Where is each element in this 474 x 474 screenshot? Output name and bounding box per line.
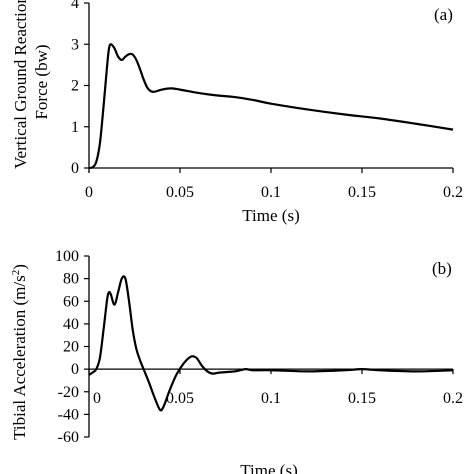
- panel-a-x-tick-label: 0: [85, 184, 93, 201]
- panel-b-y-tick-label: -20: [58, 384, 79, 401]
- panel-b-zero-x-tick-label: 0: [93, 390, 101, 407]
- panel-b-x-tick-label: 0.05: [166, 390, 194, 407]
- panel-b-y-tick-label: 20: [63, 339, 79, 356]
- panel-a-series: [88, 43, 454, 170]
- panel-a-y-tick-label: 2: [71, 78, 79, 95]
- panel-b-y-tick-label: 60: [63, 293, 79, 310]
- panel-b-y-tick-label: 0: [71, 361, 79, 378]
- panel-b-x-ticks: 0.05 0.1 0.15 0.2: [88, 369, 463, 407]
- panel-b-series: [88, 275, 454, 412]
- panel-b-y-tick-label: -60: [58, 429, 79, 446]
- panel-a-ground-reaction-force: 0 1 2 3 4 0 0.05 0.1 0.15 0.2 (a) Time (s) Verti…: [11, 0, 463, 225]
- panel-a-axes: [88, 3, 453, 169]
- panel-a-x-tick-label: 0.05: [166, 184, 194, 201]
- panel-b-label: (b): [432, 259, 452, 278]
- panel-b-x-axis-label: Time (s): [240, 461, 297, 474]
- panel-a-label: (a): [434, 5, 453, 24]
- panel-a-y-tick-label: 4: [71, 0, 79, 12]
- panel-a-y-tick-label: 3: [71, 36, 79, 53]
- panel-a-x-tick-label: 0.2: [443, 184, 463, 201]
- panel-b-y-axis-label: Tibial Acceleration (m/s2): [10, 264, 29, 440]
- panel-b-y-tick-label: 40: [63, 316, 79, 333]
- panel-a-x-axis-label: Time (s): [242, 206, 299, 225]
- panel-b-axes: [88, 256, 453, 437]
- panel-b-y-axis-label-end: ): [10, 264, 29, 270]
- panel-b-y-tick-label: -40: [58, 406, 79, 423]
- panel-a-y-axis-label-line1: Vertical Ground Reaction: [11, 0, 30, 169]
- panel-b-x-tick-label: 0.1: [261, 390, 281, 407]
- panel-b-y-axis-label-sup: 2: [10, 270, 22, 276]
- panel-a-x-ticks: 0 0.05 0.1 0.15 0.2: [85, 168, 463, 201]
- panel-b-y-ticks: -60 -40 -20 0 20 40 60 80 100: [55, 248, 89, 446]
- panel-a-y-tick-label: 0: [71, 160, 79, 177]
- panel-a-y-axis-label-line2: Force (bw): [32, 44, 51, 119]
- panel-a-y-ticks: 0 1 2 3 4: [71, 0, 89, 177]
- panel-b-y-axis-label-main: Tibial Acceleration (m/s: [10, 275, 29, 440]
- panel-b-x-tick-label: 0.15: [348, 390, 376, 407]
- panel-a-x-tick-label: 0.15: [348, 184, 376, 201]
- panel-a-series-line: [88, 43, 454, 170]
- panel-a-y-tick-label: 1: [71, 119, 79, 136]
- panel-a-x-tick-label: 0.1: [261, 184, 281, 201]
- panel-b-series-line: [88, 275, 454, 412]
- panel-b-x-tick-label: 0.2: [443, 390, 463, 407]
- panel-b-y-tick-label: 80: [63, 271, 79, 288]
- panel-b-y-tick-label: 100: [55, 248, 79, 265]
